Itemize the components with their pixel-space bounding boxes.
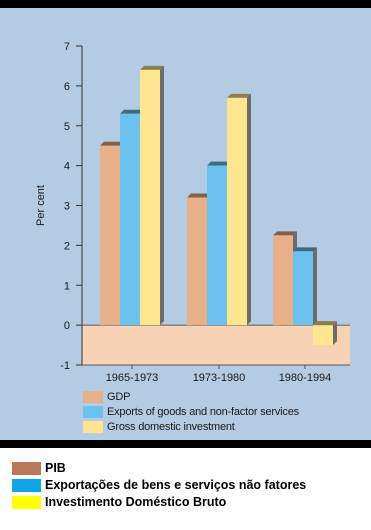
bar-side	[247, 93, 251, 326]
caption-swatch	[12, 479, 41, 492]
x-tick-label: 1973-1980	[193, 372, 246, 384]
x-tick-label: 1965-1973	[106, 372, 159, 384]
legend-swatch	[83, 406, 103, 418]
bar-top	[293, 247, 317, 252]
y-tick-label: 4	[64, 161, 70, 173]
x-tick-label: 1980-1994	[279, 372, 332, 384]
caption-item: Exportações de bens e serviços não fator…	[12, 477, 306, 494]
legend-item: GDP	[83, 390, 299, 405]
bar	[100, 145, 120, 326]
caption-swatch	[12, 496, 41, 509]
chart-legend: GDP Exports of goods and non-factor servi…	[83, 390, 299, 435]
bar-top	[313, 321, 337, 326]
bar	[207, 165, 227, 326]
legend-swatch	[83, 391, 103, 403]
bar	[120, 113, 140, 326]
y-tick-label: 2	[64, 240, 70, 252]
legend-swatch	[83, 421, 103, 433]
bar	[227, 97, 247, 326]
caption-item: Investimento Doméstico Bruto	[12, 494, 306, 511]
bar-top	[227, 93, 251, 98]
bar	[187, 197, 207, 326]
y-tick-label: -1	[60, 360, 70, 372]
y-axis-label: Per cent	[35, 185, 47, 226]
caption-label: PIB	[45, 461, 66, 475]
y-tick-label: 7	[64, 41, 70, 53]
bar-top	[207, 161, 231, 166]
legend-item: Exports of goods and non-factor services	[83, 405, 299, 420]
bar-side	[160, 65, 164, 326]
bar-top	[100, 141, 124, 146]
bar	[313, 325, 333, 346]
y-tick-label: 5	[64, 121, 70, 133]
y-tick-label: 1	[64, 280, 70, 292]
bar-top	[273, 231, 297, 236]
bar-side	[333, 321, 337, 346]
bar	[140, 69, 160, 326]
bar-top	[140, 65, 164, 70]
legend-item: Gross domestic investment	[83, 420, 299, 435]
bar	[293, 251, 313, 326]
bar-top	[120, 109, 144, 114]
y-tick-label: 6	[64, 81, 70, 93]
bar-top	[187, 193, 211, 198]
negative-band	[82, 325, 350, 365]
bar	[273, 235, 293, 326]
y-tick-label: 0	[64, 320, 70, 332]
caption-swatch	[12, 462, 41, 475]
y-tick-label: 3	[64, 201, 70, 213]
translation-legend: PIB Exportações de bens e serviços não fa…	[12, 460, 306, 511]
legend-label: GDP	[107, 391, 131, 403]
chart-figure: -1 0 1 2 3 4 5 6 7 Per cent 1965-1973 1973-1980 1980…	[0, 0, 371, 448]
bar-chart: -1 0 1 2 3 4 5 6 7 Per cent 1965-1973 1973-1980 1980…	[35, 41, 350, 384]
caption-label: Investimento Doméstico Bruto	[45, 495, 227, 509]
legend-label: Gross domestic investment	[107, 421, 235, 433]
bar-side	[313, 247, 317, 326]
legend-label: Exports of goods and non-factor services	[107, 406, 299, 418]
caption-item: PIB	[12, 460, 306, 477]
caption-label: Exportações de bens e serviços não fator…	[45, 478, 307, 492]
